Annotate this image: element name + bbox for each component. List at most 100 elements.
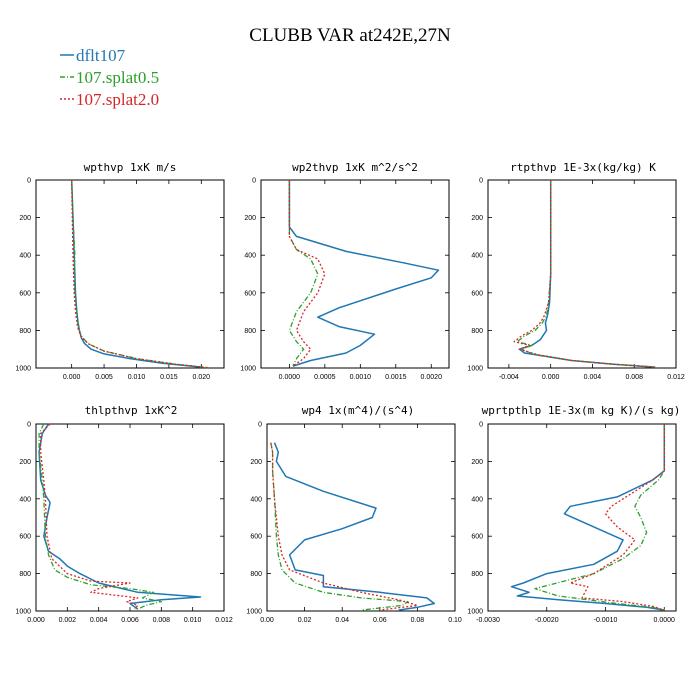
x-tick-label: 0.0005: [314, 374, 336, 381]
y-tick-label: 800: [471, 328, 483, 335]
x-tick-label: 0.002: [59, 617, 77, 624]
y-tick-label: 600: [471, 534, 483, 541]
x-tick-label: 0.0020: [421, 374, 443, 381]
series-line-dflt107: [273, 442, 436, 611]
plot-frame: [487, 423, 677, 612]
x-tick-label: 0.008: [625, 374, 643, 381]
series-line-splat20: [40, 423, 139, 610]
legend-item-splat20: 107.splat2.0: [60, 90, 159, 109]
legend-label-splat05: 107.splat0.5: [76, 68, 159, 87]
y-tick-label: 800: [19, 328, 31, 335]
y-tick-label: 400: [19, 496, 31, 503]
series-line-dflt107: [70, 179, 202, 368]
y-tick-label: 800: [250, 571, 262, 578]
y-tick-label: 0: [27, 422, 31, 429]
legend: dflt107 107.splat0.5 107.splat2.0: [60, 46, 159, 109]
x-tick-label: 0.004: [90, 617, 108, 624]
x-tick-label: 0.00: [260, 617, 274, 624]
y-tick-label: 800: [471, 571, 483, 578]
x-tick-label: 0.008: [153, 617, 171, 624]
x-tick-label: 0.04: [335, 617, 349, 624]
x-tick-label: 0.012: [667, 374, 685, 381]
plot-frame: [260, 179, 450, 369]
y-tick-label: 0: [479, 422, 483, 429]
x-tick-label: 0.000: [63, 374, 81, 381]
y-tick-label: 600: [244, 290, 256, 297]
y-tick-label: 0: [258, 422, 262, 429]
panel-wprtpthlp: wprtpthlp 1E-3x(m kg K)/(s kg) -0.0030 -0…: [467, 404, 680, 624]
x-tick-label: 0.10: [448, 617, 462, 624]
series-line-splat05: [516, 180, 656, 368]
x-tick-label: 0.08: [411, 617, 425, 624]
legend-item-splat05: 107.splat0.5: [60, 68, 159, 87]
y-tick-label: 0: [479, 178, 483, 185]
y-tick-label: 200: [19, 459, 31, 466]
x-tick-label: -0.0030: [476, 617, 500, 624]
y-tick-label: 400: [471, 253, 483, 260]
x-tick-label: 0.000: [542, 374, 560, 381]
y-tick-label: 200: [471, 459, 483, 466]
panel-title: wprtpthlp 1E-3x(m kg K)/(s kg): [482, 404, 681, 417]
y-tick-label: 1000: [240, 366, 256, 373]
y-tick-label: 600: [471, 290, 483, 297]
legend-label-splat20: 107.splat2.0: [76, 90, 159, 109]
panel-rtpthvp: rtpthvp 1E-3x(kg/kg) K -0.004 0.000 0.004 0…: [467, 161, 684, 381]
legend-item-dflt107: dflt107: [60, 46, 126, 65]
figure-title: CLUBB VAR at242E,27N: [249, 25, 451, 46]
y-tick-label: 400: [19, 253, 31, 260]
x-tick-label: 0.010: [128, 374, 146, 381]
x-tick-label: 0.015: [160, 374, 178, 381]
series-line-splat05: [270, 442, 409, 611]
y-tick-label: 400: [244, 253, 256, 260]
x-tick-label: 0.0010: [350, 374, 372, 381]
series-line-splat05: [534, 424, 665, 611]
panel-title: wp4 1x(m^4)/(s^4): [302, 404, 415, 417]
x-tick-label: 0.000: [27, 617, 45, 624]
x-tick-label: 0.0000: [654, 617, 676, 624]
x-tick-label: 0.010: [184, 617, 202, 624]
series-line-splat05: [38, 423, 162, 610]
y-tick-label: 200: [471, 215, 483, 222]
y-tick-label: 1000: [15, 366, 31, 373]
series-line-splat20: [513, 180, 656, 368]
y-tick-label: 800: [244, 328, 256, 335]
panel-wp4: wp4 1x(m^4)/(s^4) 0.00 0.02 0.04 0.06 0.08 0.…: [246, 404, 461, 624]
plot-frame: [35, 179, 225, 369]
series-line-dflt107: [518, 180, 656, 368]
panel-title: rtpthvp 1E-3x(kg/kg) K: [510, 161, 656, 174]
y-tick-label: 1000: [246, 609, 262, 616]
panel-wpthvp: wpthvp 1xK m/s 0.000 0.005 0.010 0.015 0.020…: [15, 161, 225, 381]
series-line-splat05: [288, 180, 319, 367]
x-tick-label: 0.0015: [385, 374, 407, 381]
x-tick-label: -0.0010: [594, 617, 618, 624]
y-tick-label: 1000: [15, 609, 31, 616]
y-tick-label: 600: [19, 534, 31, 541]
y-tick-label: 600: [19, 290, 31, 297]
x-tick-label: -0.0020: [535, 617, 559, 624]
plot-frame: [487, 179, 677, 369]
x-tick-label: 0.0000: [279, 374, 301, 381]
x-tick-label: 0.005: [95, 374, 113, 381]
panel-wp2thvp: wp2thvp 1xK m^2/s^2 0.0000 0.0005 0.0010 0.…: [240, 161, 450, 381]
y-tick-label: 800: [19, 571, 31, 578]
panel-title: wp2thvp 1xK m^2/s^2: [292, 161, 418, 174]
y-tick-label: 200: [19, 215, 31, 222]
series-line-splat20: [270, 442, 419, 611]
x-tick-label: 0.02: [298, 617, 312, 624]
panel-thlpthvp: thlpthvp 1xK^2 0.000 0.002 0.004 0.006 0.008…: [15, 404, 232, 624]
x-tick-label: 0.012: [215, 617, 233, 624]
legend-label-dflt107: dflt107: [76, 46, 126, 65]
x-tick-label: 0.006: [121, 617, 139, 624]
series-line-dflt107: [510, 424, 666, 611]
x-tick-label: -0.004: [499, 374, 519, 381]
series-line-splat20: [569, 424, 665, 611]
panel-title: thlpthvp 1xK^2: [85, 404, 178, 417]
y-tick-label: 1000: [467, 609, 483, 616]
series-line-dflt107: [288, 180, 440, 367]
x-tick-label: 0.004: [584, 374, 602, 381]
y-tick-label: 200: [244, 215, 256, 222]
y-tick-label: 400: [471, 496, 483, 503]
panel-title: wpthvp 1xK m/s: [84, 161, 177, 174]
y-tick-label: 200: [250, 459, 262, 466]
